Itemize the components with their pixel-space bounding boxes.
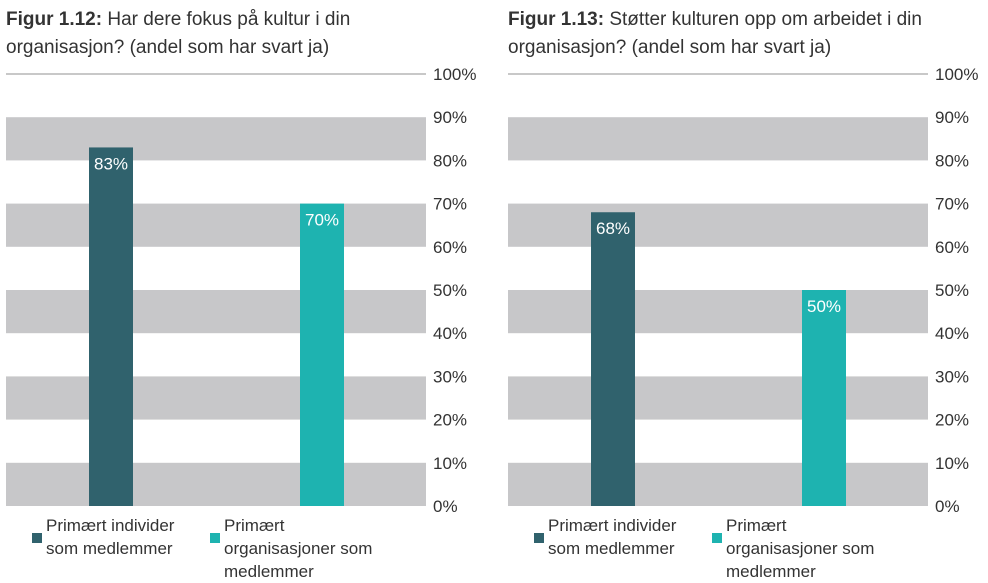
grid-band [508,376,928,420]
grid-band [508,203,928,247]
y-tick-label: 60% [935,238,969,257]
chart-title: Figur 1.12: Har dere fokus på kultur i d… [6,6,436,62]
legend-item-organisasjoner: Primært organisasjoner som medlemmer [210,514,374,583]
y-tick-label: 10% [433,454,467,473]
legend: Primært individer som medlemmer Primært … [32,514,374,583]
legend-label-individer: Primært individer som medlemmer [46,516,175,558]
legend-swatch-organisasjoner [210,533,220,543]
y-tick-label: 90% [433,108,467,127]
grid-band [6,462,426,506]
figure-title-text: Støtter kulturen opp om arbeidet i din o… [508,9,922,58]
y-tick-label: 20% [433,411,467,430]
data-label: 68% [596,219,630,238]
y-tick-label: 30% [935,367,969,386]
figure-number: Figur 1.13: [508,9,605,30]
figure-number: Figur 1.12: [6,9,103,30]
chart-panel-figur-1-12: Figur 1.12: Har dere fokus på kultur i d… [0,0,486,581]
legend-label-individer: Primært individer som medlemmer [548,516,677,558]
legend-item-individer: Primært individer som medlemmer [534,514,698,583]
legend: Primært individer som medlemmer Primært … [534,514,876,583]
figure-title-text: Har dere fokus på kultur i din organisas… [6,9,351,58]
legend-item-organisasjoner: Primært organisasjoner som medlemmer [712,514,876,583]
y-tick-label: 0% [433,497,458,516]
y-tick-label: 70% [433,195,467,214]
legend-swatch-individer [534,533,544,543]
y-tick-label: 100% [433,65,476,84]
bar [300,203,344,506]
y-tick-label: 10% [935,454,969,473]
grid-band [6,376,426,420]
bar [591,212,635,507]
y-tick-label: 70% [935,195,969,214]
data-label: 70% [305,211,339,230]
y-tick-label: 20% [935,411,969,430]
grid-band [508,117,928,161]
legend-swatch-organisasjoner [712,533,722,543]
legend-swatch-individer [32,533,42,543]
y-tick-label: 80% [433,151,467,170]
y-tick-label: 90% [935,108,969,127]
y-tick-label: 40% [935,324,969,343]
y-tick-label: 0% [935,497,960,516]
legend-label-organisasjoner: Primært organisasjoner som medlemmer [224,516,373,581]
bar [89,147,133,506]
y-tick-label: 40% [433,324,467,343]
y-tick-label: 30% [433,367,467,386]
y-tick-label: 60% [433,238,467,257]
y-tick-label: 50% [935,281,969,300]
chart-title: Figur 1.13: Støtter kulturen opp om arbe… [508,6,938,62]
y-tick-label: 100% [935,65,978,84]
y-tick-label: 50% [433,281,467,300]
grid-band [6,203,426,247]
bar-chart: 0% 10% 20% 30% 40% 50% 60% 70% 80% 90% 100% 83% 70% [6,65,476,516]
grid-band [6,290,426,334]
grid-band [508,462,928,506]
bar [802,290,846,506]
y-tick-label: 80% [935,151,969,170]
data-label: 50% [807,297,841,316]
grid-band [6,117,426,161]
data-label: 83% [94,154,128,173]
grid-band [508,290,928,334]
legend-label-organisasjoner: Primært organisasjoner som medlemmer [726,516,875,581]
legend-item-individer: Primært individer som medlemmer [32,514,196,583]
bar-chart: 0% 10% 20% 30% 40% 50% 60% 70% 80% 90% 100% 68% 50% [508,65,978,516]
chart-panel-figur-1-13: Figur 1.13: Støtter kulturen opp om arbe… [502,0,988,581]
